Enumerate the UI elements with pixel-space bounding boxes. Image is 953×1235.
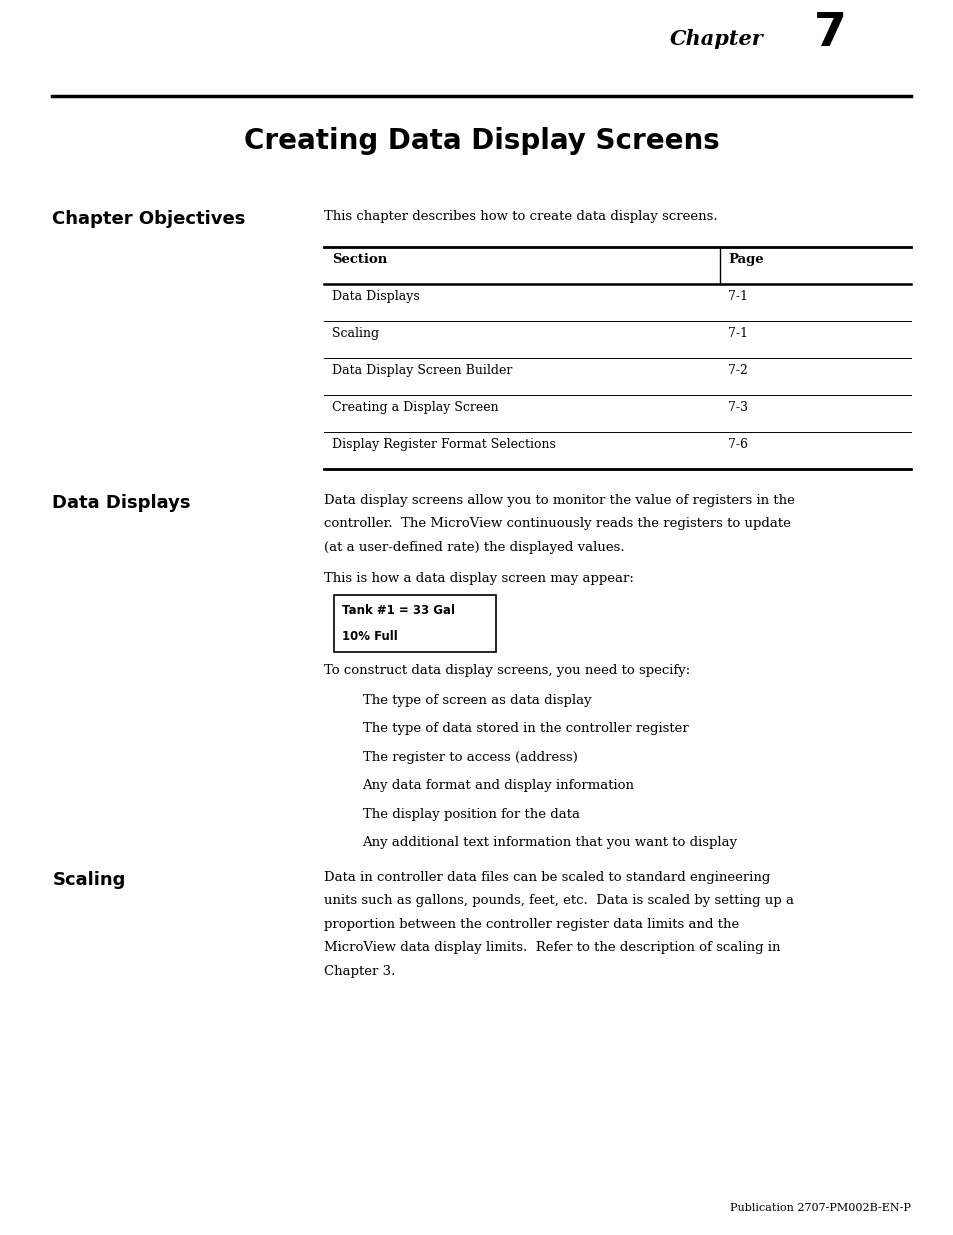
Text: 7: 7	[813, 11, 845, 56]
Text: controller.  The MicroView continuously reads the registers to update: controller. The MicroView continuously r…	[324, 517, 790, 531]
Text: The type of screen as data display: The type of screen as data display	[362, 694, 591, 708]
Text: The type of data stored in the controller register: The type of data stored in the controlle…	[362, 722, 687, 736]
Text: Tank #1 = 33 Gal: Tank #1 = 33 Gal	[341, 604, 454, 618]
Text: Any data format and display information: Any data format and display information	[362, 779, 634, 793]
Text: 7-1: 7-1	[727, 327, 747, 341]
Text: Chapter: Chapter	[669, 30, 762, 49]
Bar	[334, 595, 496, 652]
Text: Page: Page	[727, 253, 762, 267]
Text: Data Displays: Data Displays	[332, 290, 419, 304]
Text: 10% Full: 10% Full	[341, 630, 396, 643]
Text: To construct data display screens, you need to specify:: To construct data display screens, you n…	[324, 664, 690, 678]
Text: MicroView data display limits.  Refer to the description of scaling in: MicroView data display limits. Refer to …	[324, 941, 781, 955]
Text: 7-1: 7-1	[727, 290, 747, 304]
Text: The display position for the data: The display position for the data	[362, 808, 578, 821]
Text: This is how a data display screen may appear:: This is how a data display screen may ap…	[324, 572, 634, 585]
Text: Scaling: Scaling	[52, 871, 126, 889]
Text: 7-3: 7-3	[727, 401, 747, 415]
Text: Data in controller data files can be scaled to standard engineering: Data in controller data files can be sca…	[324, 871, 770, 884]
Text: Any additional text information that you want to display: Any additional text information that you…	[362, 836, 737, 850]
Text: Data Display Screen Builder: Data Display Screen Builder	[332, 364, 512, 378]
Text: Chapter Objectives: Chapter Objectives	[52, 210, 246, 228]
Text: Section: Section	[332, 253, 387, 267]
Text: Publication 2707-PM002B-EN-P: Publication 2707-PM002B-EN-P	[729, 1203, 910, 1213]
Text: The register to access (address): The register to access (address)	[362, 751, 577, 764]
Text: Chapter 3.: Chapter 3.	[324, 965, 395, 978]
Text: This chapter describes how to create data display screens.: This chapter describes how to create dat…	[324, 210, 718, 224]
Text: units such as gallons, pounds, feet, etc.  Data is scaled by setting up a: units such as gallons, pounds, feet, etc…	[324, 894, 794, 908]
Text: (at a user-defined rate) the displayed values.: (at a user-defined rate) the displayed v…	[324, 541, 624, 555]
Text: Data Displays: Data Displays	[52, 494, 191, 513]
Text: Data display screens allow you to monitor the value of registers in the: Data display screens allow you to monito…	[324, 494, 795, 508]
Text: 7-6: 7-6	[727, 438, 747, 452]
Text: Creating a Display Screen: Creating a Display Screen	[332, 401, 498, 415]
Text: proportion between the controller register data limits and the: proportion between the controller regist…	[324, 918, 739, 931]
Text: Display Register Format Selections: Display Register Format Selections	[332, 438, 556, 452]
Text: Creating Data Display Screens: Creating Data Display Screens	[244, 127, 719, 156]
Text: Scaling: Scaling	[332, 327, 378, 341]
Text: 7-2: 7-2	[727, 364, 747, 378]
